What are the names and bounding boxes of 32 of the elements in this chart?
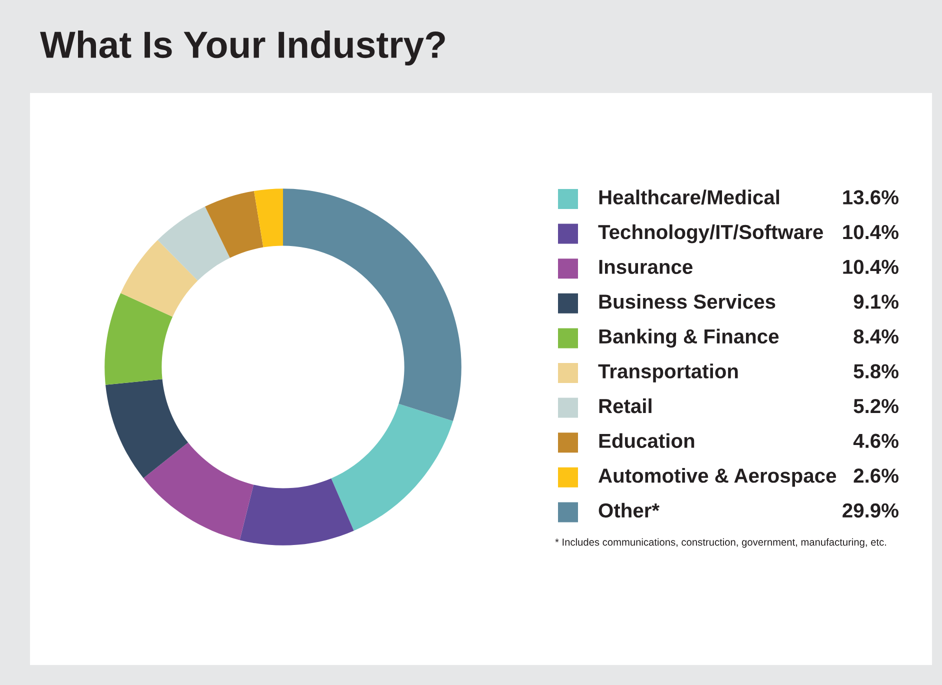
legend-label: Healthcare/Medical	[599, 190, 780, 205]
legend-label: Business Services	[599, 294, 776, 309]
data-label: 13.6%	[843, 190, 898, 204]
legend-label: Transportation	[598, 364, 738, 382]
donut-slice	[143, 442, 254, 540]
data-label: 4.6%	[853, 434, 898, 448]
data-label: 8.4%	[854, 329, 898, 344]
legend-label: Education	[599, 433, 694, 448]
donut-slice	[106, 379, 188, 478]
data-label: 9.1%	[854, 294, 898, 309]
legend-label: Insurance	[599, 260, 692, 274]
donut-slice	[158, 206, 230, 281]
legend-label: Banking & Finance	[599, 328, 779, 348]
donut-slice	[283, 188, 462, 422]
donut-slice	[205, 190, 264, 258]
legend-label: Other*	[598, 502, 660, 518]
text: * Includes communications, construction, government, manufacturing, etc.	[555, 538, 886, 548]
legend-label: Automotive & Aerospace	[598, 468, 836, 487]
donut-slice	[104, 293, 173, 385]
donut-slice	[120, 240, 198, 317]
data-label: 2.6%	[854, 468, 898, 483]
data-label: 5.2%	[854, 398, 898, 414]
data-label: 29.9%	[842, 503, 898, 518]
data-label: 5.8%	[854, 364, 898, 378]
legend-label: Technology/IT/Software	[598, 224, 823, 244]
donut-slice	[331, 404, 454, 531]
donut-slice	[254, 188, 283, 248]
donut-slice	[240, 478, 354, 546]
data-label: 10.4%	[843, 260, 898, 274]
data-label: 10.4%	[843, 224, 898, 240]
chart-title: What Is Your Industry?	[40, 30, 445, 66]
legend-label: Retail	[599, 398, 652, 414]
